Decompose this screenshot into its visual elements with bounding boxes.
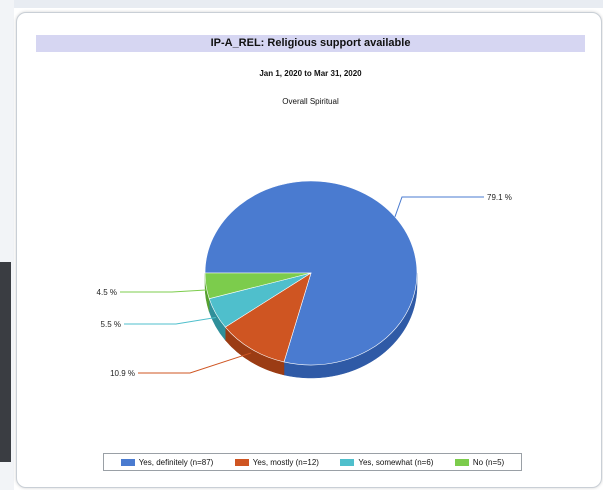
leader-line-4 — [120, 289, 207, 293]
legend-item-3[interactable]: Yes, somewhat (n=6) — [340, 458, 433, 467]
data-label-2: 10.9 % — [110, 369, 135, 378]
data-label-4: 4.5 % — [97, 288, 117, 297]
legend-swatch — [340, 458, 355, 466]
leader-line-1 — [394, 196, 484, 218]
legend-swatch — [234, 458, 249, 466]
legend-label: Yes, somewhat (n=6) — [358, 457, 434, 467]
chart-subtitle: Overall Spiritual — [282, 97, 339, 106]
chart-date-range: Jan 1, 2020 to Mar 31, 2020 — [259, 69, 362, 78]
legend-swatch — [120, 458, 135, 466]
chart-title: IP-A_REL: Religious support available — [36, 35, 585, 52]
leader-line-2 — [138, 352, 252, 374]
legend-item-1[interactable]: Yes, definitely (n=87) — [120, 457, 214, 467]
chart-legend: Yes, definitely (n=87) Yes, mostly (n=12)… — [103, 453, 522, 471]
data-label-1: 79.1 % — [487, 193, 512, 202]
legend-item-2[interactable]: Yes, mostly (n=12) — [234, 457, 319, 467]
pie-slice-4[interactable] — [204, 272, 312, 300]
pie-slice-2[interactable] — [224, 272, 312, 363]
background-dark-panel — [0, 262, 11, 462]
data-label-3: 5.5 % — [101, 320, 121, 329]
legend-swatch — [454, 458, 469, 466]
legend-item-4[interactable]: No (n=5) — [454, 457, 505, 467]
background-toolbar-strip — [0, 0, 603, 8]
legend-label: Yes, definitely (n=87) — [138, 457, 214, 467]
legend-label: Yes, mostly (n=12) — [252, 457, 319, 467]
leader-line-3 — [124, 316, 216, 325]
legend-label: No (n=5) — [472, 457, 505, 467]
